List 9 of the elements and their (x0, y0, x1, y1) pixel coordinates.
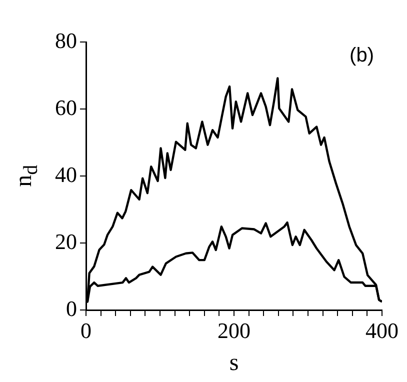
x-tick-label: 200 (218, 318, 250, 343)
y-tick-label: 0 (66, 296, 77, 321)
y-tick-label: 60 (55, 94, 77, 120)
y-tick-label: 80 (55, 28, 77, 53)
x-tick-label: 400 (366, 318, 398, 343)
x-axis-title: s (229, 350, 239, 376)
y-tick-label: 20 (55, 228, 77, 254)
y-tick-label: 40 (55, 162, 77, 187)
annotation: (b) (350, 44, 374, 67)
